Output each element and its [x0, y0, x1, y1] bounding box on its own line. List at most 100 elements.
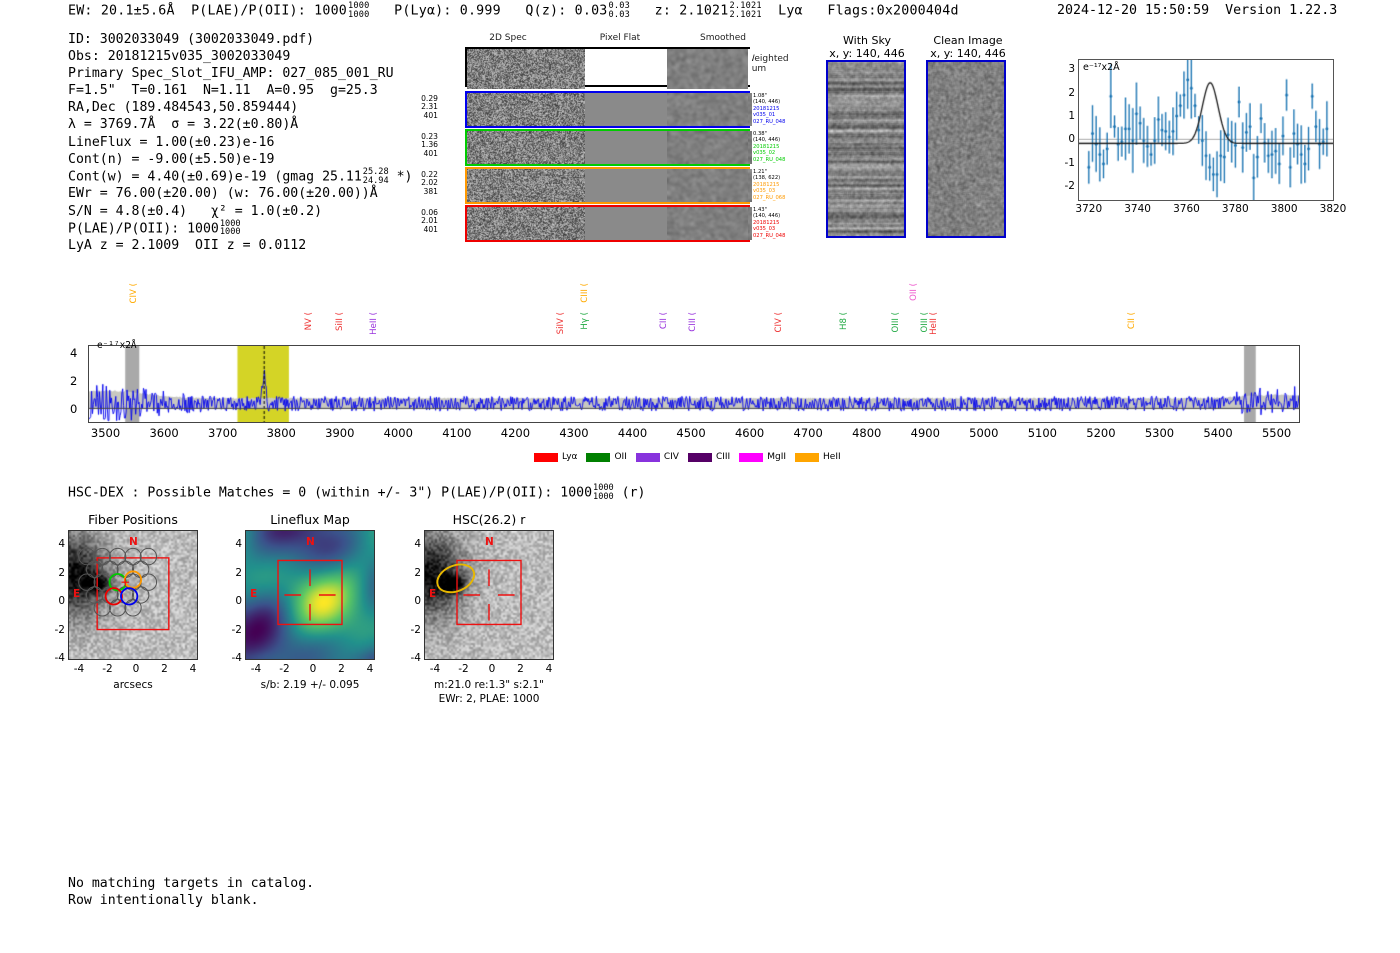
legend-item: CIII — [687, 452, 730, 462]
spec2d-row-meta-0: 1.43" — [753, 207, 767, 213]
panel-ytick: -2 — [410, 623, 421, 636]
panel-caption: s/b: 2.19 +/- 0.095 — [260, 679, 360, 691]
emission-line-label: SiIV ( — [555, 312, 566, 335]
header-plae-label: P(LAE)/P(OII): 1000 — [191, 3, 347, 19]
spec2d-row-meta-2: 20181215 — [753, 181, 780, 188]
emission-line-label: CIII ( — [579, 283, 590, 303]
spec2d-row-meta-1: (138, 622) — [753, 175, 781, 182]
legend-label: MgII — [767, 452, 787, 462]
line-profile-ytick: -1 — [1064, 156, 1075, 169]
line-profile-xtick: 3820 — [1319, 203, 1347, 215]
legend-swatch — [635, 452, 660, 462]
spec2d-row-meta-2: 20181215 — [753, 105, 780, 112]
spectrum-xtick: 4600 — [734, 426, 765, 440]
spectrum-xtick: 5000 — [969, 426, 999, 440]
info-radec: RA,Dec (189.484543,50.859444) — [68, 100, 299, 116]
panel-xtick: -2 — [458, 663, 469, 675]
spectrum-ytick: 0 — [70, 402, 78, 417]
spectrum-ytick: 4 — [70, 346, 78, 361]
header-flags: Flags:0x2000404d — [827, 3, 959, 19]
emission-line-label: Hγ ( — [579, 312, 590, 330]
panel-image[interactable] — [245, 530, 375, 660]
panel-ytick: 0 — [58, 595, 65, 607]
header-qz-num: 0.03 — [608, 1, 630, 11]
panel-xtick: 2 — [338, 663, 345, 675]
line-profile-xtick: 3740 — [1124, 203, 1151, 215]
spectrum-xtick: 4900 — [910, 426, 940, 440]
spec2d-row-meta: 1.43" (140, 446) 20181215 v035_03 027_RU_048 — [753, 207, 799, 239]
emission-line-label: SiII ( — [334, 312, 345, 331]
spec2d-row-stats: 0.29 2.31 401 — [412, 94, 439, 120]
spec2d-weighted-sum-strip — [465, 47, 752, 89]
north-marker: N — [129, 536, 138, 548]
info-obs: Obs: 20181215v035_3002033049 — [68, 49, 291, 65]
cutout-clean-coords: x, y: 140, 446 — [930, 47, 1006, 60]
spec2d-row-stat-2: 401 — [423, 224, 439, 234]
panel-image[interactable] — [424, 530, 554, 660]
spec2d-row-meta-2: 20181215 — [753, 219, 780, 226]
spec2d-row-meta-0: 1.08" — [753, 93, 767, 99]
info-sn-chi2: S/N = 4.8(±0.4) χ² = 1.0(±0.2) — [68, 203, 323, 219]
info-lambda-sigma: λ = 3769.7Å σ = 3.22(±0.80)Å — [68, 117, 299, 133]
legend-label: OII — [614, 452, 627, 462]
spectrum-xtick: 3700 — [208, 426, 238, 440]
panel-xtick: 4 — [366, 663, 374, 675]
panel-xtick: 4 — [189, 663, 197, 675]
spec2d-row-stat-0: 0.29 — [421, 94, 438, 103]
spectrum-xtick: 4000 — [383, 426, 413, 440]
info-cont-w-pre: Cont(w) = 4.40(±0.69)e-19 (gmag 25.11 — [68, 169, 362, 185]
panel-overlay — [436, 559, 522, 626]
panel-ytick: -4 — [54, 652, 65, 664]
spec2d-row-meta-1: (140, 446) — [753, 99, 781, 106]
spec2d-row-stat-1: 2.02 — [421, 178, 438, 188]
panel-xtick: 0 — [488, 663, 496, 675]
spec2d-row-stat-0: 0.22 — [421, 170, 438, 179]
info-redshifts: LyA z = 2.1009 OII z = 0.0112 — [68, 238, 307, 254]
header-plya: P(Lyα): 0.999 — [394, 3, 501, 19]
legend-swatch — [687, 452, 712, 462]
line-profile-ytick: 2 — [1068, 86, 1075, 99]
emission-line-label: CIV ( — [128, 283, 139, 304]
spectrum-xtick: 3600 — [149, 426, 179, 440]
panel-ytick: 2 — [414, 566, 421, 579]
spectrum-xtick: 5200 — [1086, 426, 1116, 440]
header-z-label: z: 2.1021 — [654, 3, 729, 19]
panel-ytick: -4 — [410, 652, 421, 664]
spec2d-row-stats: 0.06 2.01 401 — [412, 208, 439, 234]
spec2d-row-stat-1: 1.36 — [421, 140, 438, 150]
legend-swatch — [739, 452, 764, 462]
emission-line-label: OIII ( — [891, 312, 901, 333]
spectrum-xtick: 3900 — [325, 426, 355, 440]
spec2d-row-stat-0: 0.06 — [421, 208, 438, 217]
spec2d-exposure-strip — [465, 129, 752, 166]
legend-label: Lyα — [562, 452, 578, 462]
line-profile-plot: e⁻¹⁷x2Å -2 -1 0 1 2 3 3720 3740 3760 3780 3800 3820 — [1040, 55, 1346, 225]
legend-swatch — [586, 452, 611, 462]
cutout-with-sky-image — [826, 60, 906, 238]
info-id: ID: 3002033049 (3002033049.pdf) — [68, 32, 315, 47]
line-profile-annotation: e⁻¹⁷x2Å — [1083, 62, 1120, 73]
spectrum-flux-annotation: e⁻¹⁷x2Å — [97, 340, 137, 351]
spec2d-weighted-sum-label: Weighted Sum — [746, 54, 789, 74]
panel-ytick: 4 — [235, 538, 242, 550]
spec2d-column-header-pixel-flat: Pixel Flat — [599, 33, 641, 43]
north-marker: N — [485, 536, 494, 548]
spec2d-row-stat-2: 401 — [423, 110, 439, 120]
full-spectrum-plot — [88, 345, 1300, 423]
spec2d-row-meta-3: v035_03 — [753, 188, 776, 195]
header-plae-den: 1000 — [348, 9, 370, 20]
spec2d-panel: 2D Spec Pixel Flat Smoothed Weighted Sum … — [421, 33, 789, 248]
cutout-with-sky-title: With Sky x, y: 140, 446 — [822, 34, 912, 60]
panel-xtick: 2 — [517, 663, 524, 675]
legend-item: MgII — [739, 452, 786, 462]
panel-xtick: 2 — [161, 663, 168, 675]
emission-line-label: CII ( — [1126, 312, 1137, 330]
panel-image[interactable] — [68, 530, 198, 660]
header-z-line: Lyα — [778, 3, 803, 19]
spec2d-row-meta-2: 20181215 — [753, 143, 780, 150]
spectrum-xtick: 5300 — [1144, 426, 1175, 440]
spec2d-row-stat-1: 2.01 — [421, 216, 438, 226]
spec2d-column-header-smoothed: Smoothed — [700, 33, 746, 43]
line-profile-ytick: 1 — [1068, 110, 1075, 122]
emission-line-label: HeII ( — [929, 312, 940, 335]
